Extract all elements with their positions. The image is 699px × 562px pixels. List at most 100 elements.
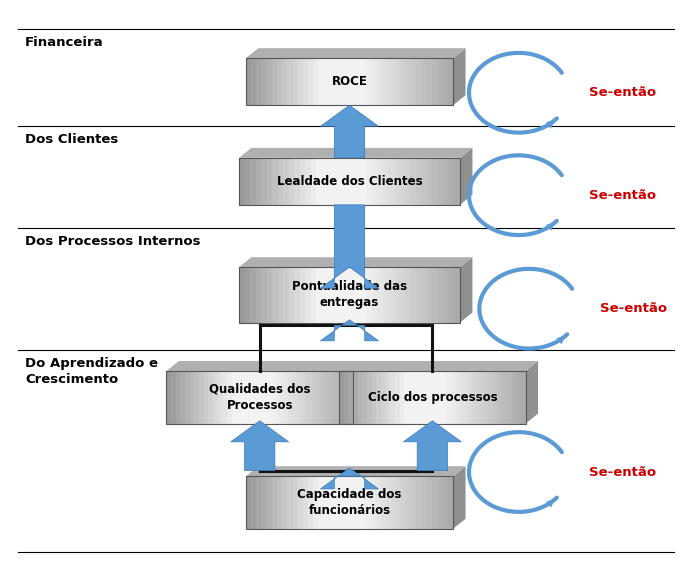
Polygon shape: [185, 371, 190, 424]
Polygon shape: [303, 58, 308, 105]
Polygon shape: [322, 267, 327, 323]
Polygon shape: [416, 267, 421, 323]
Polygon shape: [355, 158, 361, 205]
Polygon shape: [526, 361, 538, 424]
Polygon shape: [370, 476, 375, 529]
Polygon shape: [375, 476, 380, 529]
Polygon shape: [449, 158, 454, 205]
Polygon shape: [282, 476, 287, 529]
Polygon shape: [305, 158, 311, 205]
Polygon shape: [218, 371, 222, 424]
Polygon shape: [427, 158, 433, 205]
Polygon shape: [166, 371, 171, 424]
Polygon shape: [401, 58, 407, 105]
Polygon shape: [388, 267, 394, 323]
Polygon shape: [319, 58, 324, 105]
Polygon shape: [363, 371, 367, 424]
Polygon shape: [451, 371, 456, 424]
Polygon shape: [277, 58, 282, 105]
Polygon shape: [292, 58, 298, 105]
Polygon shape: [297, 371, 302, 424]
Polygon shape: [421, 267, 427, 323]
Polygon shape: [382, 267, 388, 323]
Polygon shape: [361, 158, 366, 205]
Polygon shape: [287, 58, 292, 105]
Polygon shape: [311, 158, 317, 205]
Polygon shape: [405, 267, 410, 323]
Polygon shape: [507, 371, 512, 424]
Polygon shape: [316, 371, 320, 424]
Text: Lealdade dos Clientes: Lealdade dos Clientes: [277, 175, 422, 188]
Polygon shape: [433, 267, 438, 323]
Polygon shape: [239, 267, 245, 323]
Polygon shape: [417, 58, 422, 105]
Polygon shape: [324, 58, 329, 105]
Polygon shape: [460, 148, 473, 205]
Text: Ciclo dos processos: Ciclo dos processos: [368, 391, 497, 404]
Polygon shape: [354, 58, 360, 105]
Polygon shape: [344, 371, 349, 424]
Polygon shape: [266, 267, 272, 323]
Polygon shape: [329, 476, 334, 529]
Polygon shape: [339, 371, 344, 424]
Polygon shape: [428, 371, 433, 424]
Polygon shape: [317, 267, 322, 323]
Polygon shape: [350, 158, 355, 205]
Polygon shape: [272, 58, 277, 105]
Polygon shape: [498, 371, 503, 424]
Polygon shape: [405, 158, 410, 205]
Polygon shape: [274, 371, 278, 424]
Polygon shape: [289, 267, 294, 323]
Polygon shape: [442, 476, 448, 529]
Polygon shape: [453, 466, 466, 529]
Polygon shape: [479, 371, 484, 424]
Polygon shape: [433, 58, 438, 105]
Polygon shape: [239, 257, 473, 267]
Polygon shape: [308, 58, 313, 105]
Polygon shape: [329, 58, 334, 105]
Polygon shape: [345, 58, 350, 105]
Polygon shape: [194, 371, 199, 424]
Polygon shape: [380, 58, 386, 105]
Polygon shape: [272, 158, 278, 205]
Polygon shape: [372, 371, 377, 424]
Polygon shape: [313, 476, 319, 529]
Polygon shape: [269, 371, 274, 424]
Polygon shape: [333, 158, 338, 205]
Polygon shape: [381, 371, 386, 424]
Polygon shape: [399, 158, 405, 205]
Polygon shape: [370, 58, 375, 105]
Polygon shape: [454, 267, 460, 323]
Polygon shape: [412, 476, 417, 529]
Polygon shape: [361, 267, 366, 323]
Polygon shape: [448, 58, 453, 105]
Polygon shape: [339, 58, 345, 105]
Polygon shape: [391, 371, 395, 424]
Polygon shape: [277, 476, 282, 529]
Polygon shape: [289, 158, 294, 205]
Polygon shape: [239, 158, 245, 205]
Polygon shape: [213, 371, 218, 424]
Polygon shape: [308, 476, 313, 529]
Polygon shape: [278, 267, 283, 323]
Polygon shape: [366, 267, 372, 323]
Polygon shape: [344, 371, 348, 424]
Polygon shape: [294, 158, 300, 205]
Polygon shape: [388, 158, 394, 205]
Polygon shape: [321, 205, 378, 288]
Polygon shape: [231, 421, 289, 470]
Polygon shape: [345, 476, 350, 529]
Text: Se-então: Se-então: [589, 465, 656, 478]
Polygon shape: [399, 267, 405, 323]
Polygon shape: [489, 371, 493, 424]
Polygon shape: [246, 371, 250, 424]
Polygon shape: [456, 371, 461, 424]
Polygon shape: [303, 476, 308, 529]
Polygon shape: [421, 158, 427, 205]
Polygon shape: [394, 158, 399, 205]
Polygon shape: [442, 58, 448, 105]
Polygon shape: [460, 257, 473, 323]
Polygon shape: [283, 267, 289, 323]
Polygon shape: [300, 158, 305, 205]
Polygon shape: [338, 158, 344, 205]
